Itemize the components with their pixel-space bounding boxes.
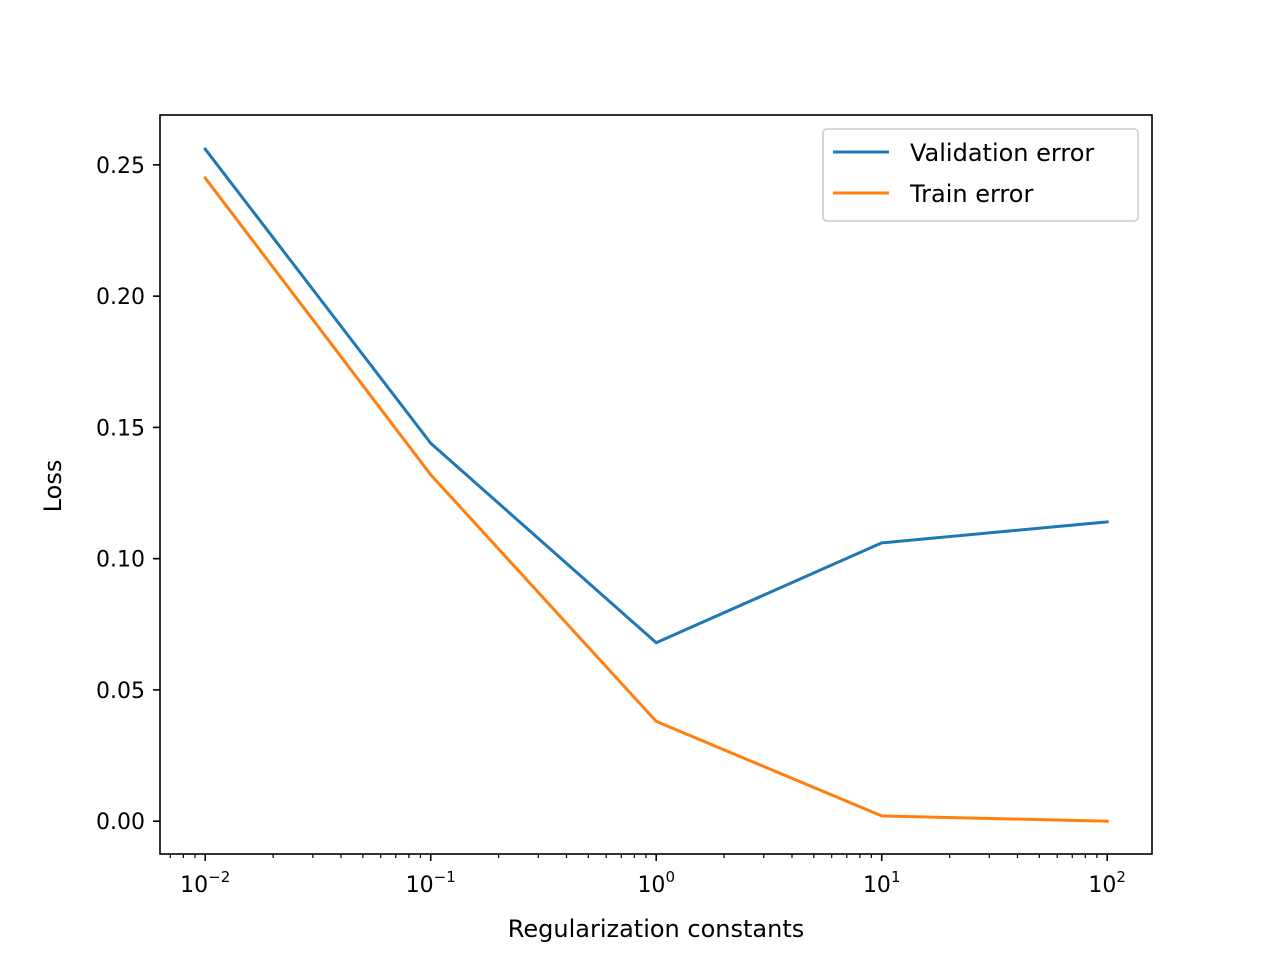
y-tick-label: 0.15 — [96, 416, 145, 441]
x-tick-label: 101 — [863, 868, 901, 898]
y-tick-label: 0.25 — [96, 154, 145, 179]
y-tick-label: 0.00 — [96, 810, 145, 835]
y-axis-label: Loss — [39, 460, 67, 513]
x-tick-label: 100 — [637, 868, 675, 898]
x-axis-label: Regularization constants — [508, 915, 804, 943]
series-layer — [203, 146, 1109, 823]
legend-box — [822, 128, 1139, 222]
legend-label: Train error — [909, 180, 1033, 208]
y-tick-label: 0.20 — [96, 285, 145, 310]
x-axis: 10−2 10−1 100 101 102 — [169, 854, 1126, 898]
x-tick-label: 10−2 — [180, 868, 230, 898]
series-line-0 — [203, 146, 1109, 645]
plot-area — [160, 115, 1152, 854]
x-tick-label: 10−1 — [406, 868, 456, 898]
legend-label: Validation error — [910, 139, 1094, 167]
y-tick-label: 0.10 — [96, 548, 145, 573]
series-line-1 — [203, 175, 1109, 823]
legend: Validation error Train error — [822, 128, 1139, 222]
y-axis: 0.00 0.05 0.10 0.15 0.20 0.25 — [96, 154, 160, 835]
y-tick-label: 0.05 — [96, 679, 145, 704]
x-tick-label: 102 — [1088, 868, 1126, 898]
